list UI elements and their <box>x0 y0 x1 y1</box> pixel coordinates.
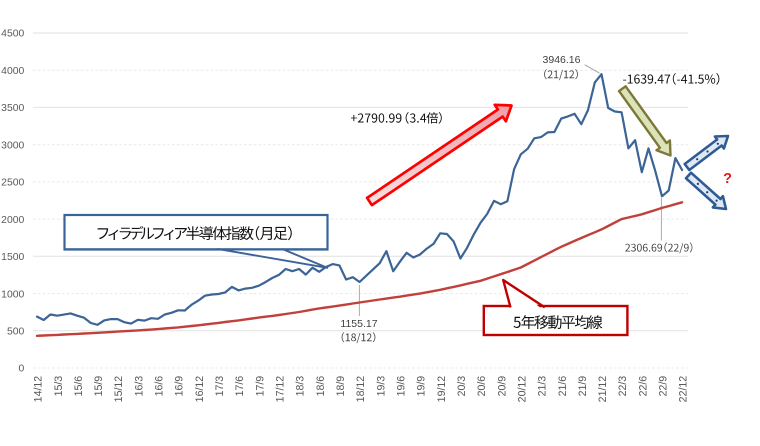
svg-text:2500: 2500 <box>1 178 24 189</box>
svg-text:22/12: 22/12 <box>678 376 690 403</box>
svg-text:?: ? <box>723 171 732 187</box>
svg-text:15/12: 15/12 <box>113 376 125 403</box>
svg-text:2000: 2000 <box>1 215 24 226</box>
svg-text:19/6: 19/6 <box>396 376 408 397</box>
svg-text:20/3: 20/3 <box>456 376 468 397</box>
svg-text:14/12: 14/12 <box>33 376 45 403</box>
svg-text:18/6: 18/6 <box>315 376 327 397</box>
svg-text:1500: 1500 <box>1 252 24 263</box>
svg-text:21/3: 21/3 <box>537 376 549 397</box>
svg-text:19/12: 19/12 <box>436 376 448 403</box>
svg-text:15/3: 15/3 <box>53 376 65 397</box>
svg-text:21/12: 21/12 <box>597 376 609 403</box>
svg-text:17/3: 17/3 <box>214 376 226 397</box>
svg-text:16/9: 16/9 <box>174 376 186 397</box>
svg-text:19/9: 19/9 <box>416 376 428 397</box>
svg-text:4500: 4500 <box>1 29 24 40</box>
svg-text:3000: 3000 <box>1 140 24 151</box>
svg-text:18/9: 18/9 <box>335 376 347 397</box>
svg-text:21/9: 21/9 <box>577 376 589 397</box>
svg-text:3946.16: 3946.16 <box>543 54 581 66</box>
svg-text:22/6: 22/6 <box>637 376 649 397</box>
svg-text:21/6: 21/6 <box>557 376 569 397</box>
svg-text:18/3: 18/3 <box>295 376 307 397</box>
svg-text:1000: 1000 <box>1 289 24 300</box>
svg-text:20/12: 20/12 <box>516 376 528 403</box>
svg-text:1155.17: 1155.17 <box>340 318 377 330</box>
svg-text:0: 0 <box>19 364 25 375</box>
svg-text:17/6: 17/6 <box>234 376 246 397</box>
svg-text:22/3: 22/3 <box>617 376 629 397</box>
svg-text:15/6: 15/6 <box>73 376 85 397</box>
svg-text:16/12: 16/12 <box>194 376 206 403</box>
svg-text:19/3: 19/3 <box>375 376 387 397</box>
svg-text:500: 500 <box>7 327 25 338</box>
svg-text:17/9: 17/9 <box>254 376 266 397</box>
svg-text:18/12: 18/12 <box>355 376 367 403</box>
svg-text:4000: 4000 <box>1 66 24 77</box>
svg-text:22/9: 22/9 <box>658 376 670 397</box>
svg-text:3500: 3500 <box>1 103 24 114</box>
svg-text:20/6: 20/6 <box>476 376 488 397</box>
svg-text:15/9: 15/9 <box>93 376 105 397</box>
svg-text:20/9: 20/9 <box>496 376 508 397</box>
svg-text:17/12: 17/12 <box>275 376 287 403</box>
svg-text:16/6: 16/6 <box>154 376 166 397</box>
svg-text:16/3: 16/3 <box>133 376 145 397</box>
